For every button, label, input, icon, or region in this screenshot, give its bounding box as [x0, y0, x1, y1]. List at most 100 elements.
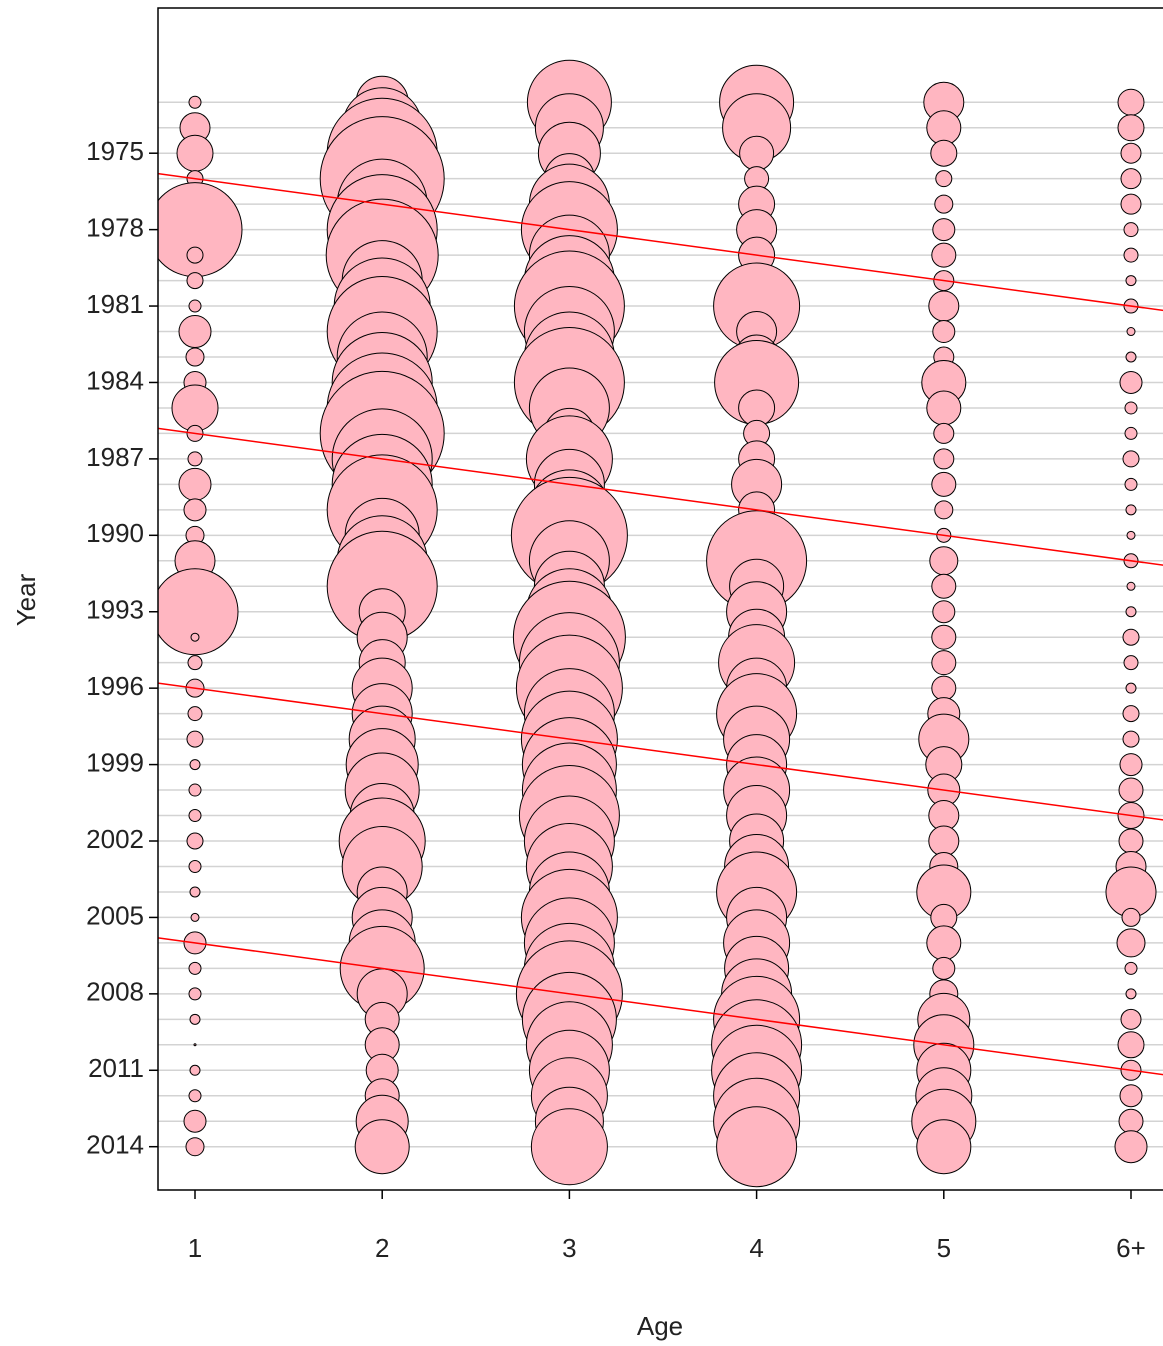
bubble [1122, 705, 1140, 723]
cohort-line [158, 172, 1163, 312]
y-tick-label: 1981 [86, 289, 144, 319]
bubble [1125, 606, 1137, 618]
bubble [190, 912, 200, 922]
bubble [1117, 88, 1145, 116]
bubble [932, 956, 956, 980]
bubble [933, 422, 955, 444]
bubble [1122, 628, 1140, 646]
plot-frame [157, 7, 1163, 1191]
bubble [186, 272, 204, 290]
bubble [926, 925, 962, 961]
x-tick-label: 4 [749, 1233, 763, 1263]
bubble [185, 1137, 205, 1157]
y-tick-label: 1987 [86, 442, 144, 472]
y-tick-label: 1975 [86, 136, 144, 166]
y-tick-label: 1999 [86, 747, 144, 777]
bubble [1119, 753, 1143, 777]
bubble [716, 1106, 798, 1188]
bubble [193, 1043, 197, 1047]
bubble [931, 471, 957, 497]
x-tick-label: 5 [937, 1233, 951, 1263]
bubble [187, 706, 203, 722]
bubble [187, 655, 203, 671]
bubble [739, 135, 775, 171]
y-tick-label: 2014 [86, 1130, 144, 1160]
bubble [1125, 988, 1137, 1000]
y-tick-label: 1978 [86, 213, 144, 243]
cohort-line [158, 427, 1163, 566]
bubble [189, 1064, 201, 1076]
bubble [188, 95, 202, 109]
bubble [1118, 828, 1144, 854]
plot-area [158, 59, 1163, 1188]
bubble [354, 1119, 410, 1175]
bubble [183, 498, 207, 522]
bubble [1125, 504, 1137, 516]
x-tick-label: 2 [375, 1233, 389, 1263]
bubble [928, 825, 960, 857]
bubble [188, 1089, 202, 1103]
bubble [931, 675, 957, 701]
bubble [1114, 1130, 1148, 1164]
bubble [1124, 961, 1138, 975]
bubble [1116, 928, 1146, 958]
bubble [1119, 370, 1143, 394]
bubble [176, 134, 214, 172]
bubble [188, 859, 202, 873]
y-tick-label: 1990 [86, 518, 144, 548]
bubble [178, 315, 212, 349]
bubble [930, 139, 958, 167]
y-tick-label: 1984 [86, 365, 144, 395]
bubble [1126, 581, 1136, 591]
bubble [1124, 401, 1138, 415]
bubble [1123, 247, 1139, 263]
bubble [932, 600, 956, 624]
bubble [934, 194, 954, 214]
bubble [188, 299, 202, 313]
x-tick-label: 1 [188, 1233, 202, 1263]
bubble [171, 384, 219, 432]
bubble [1122, 730, 1140, 748]
bubble [1120, 193, 1142, 215]
x-tick-label: 6+ [1116, 1233, 1146, 1263]
bubble [1125, 351, 1137, 363]
bubble [931, 650, 957, 676]
bubble [183, 1109, 207, 1133]
bubble [189, 886, 201, 898]
bubble [935, 170, 953, 188]
bubble [188, 987, 202, 1001]
bubble [530, 1108, 608, 1186]
bubble [158, 568, 239, 656]
bubble [1123, 222, 1139, 238]
bubble [1120, 142, 1142, 164]
bubble [1117, 114, 1145, 142]
x-axis-label: Age [637, 1311, 683, 1341]
x-tick-label: 3 [562, 1233, 576, 1263]
y-tick-label: 1996 [86, 671, 144, 701]
bubble [1120, 1008, 1142, 1030]
grid [158, 101, 1163, 1148]
bubble [1120, 168, 1142, 190]
bubble [933, 448, 955, 470]
bubble [1118, 1108, 1144, 1134]
bubble [185, 347, 205, 367]
bubble [916, 1119, 972, 1175]
bubble [1119, 1084, 1143, 1108]
bubble [178, 467, 212, 501]
bubble [189, 1013, 201, 1025]
bubble [186, 832, 204, 850]
bubble [1123, 655, 1139, 671]
y-axis-label: Year [11, 573, 41, 626]
bubble [1118, 777, 1144, 803]
bubble [188, 783, 202, 797]
y-tick-label: 2005 [86, 900, 144, 930]
bubble [934, 500, 954, 520]
bubble [190, 632, 200, 642]
bubble [929, 546, 959, 576]
bubble [932, 218, 956, 242]
cohort-line [158, 937, 1163, 1076]
y-tick-label: 2008 [86, 977, 144, 1007]
bubble [186, 730, 204, 748]
cohort-line [158, 682, 1163, 821]
